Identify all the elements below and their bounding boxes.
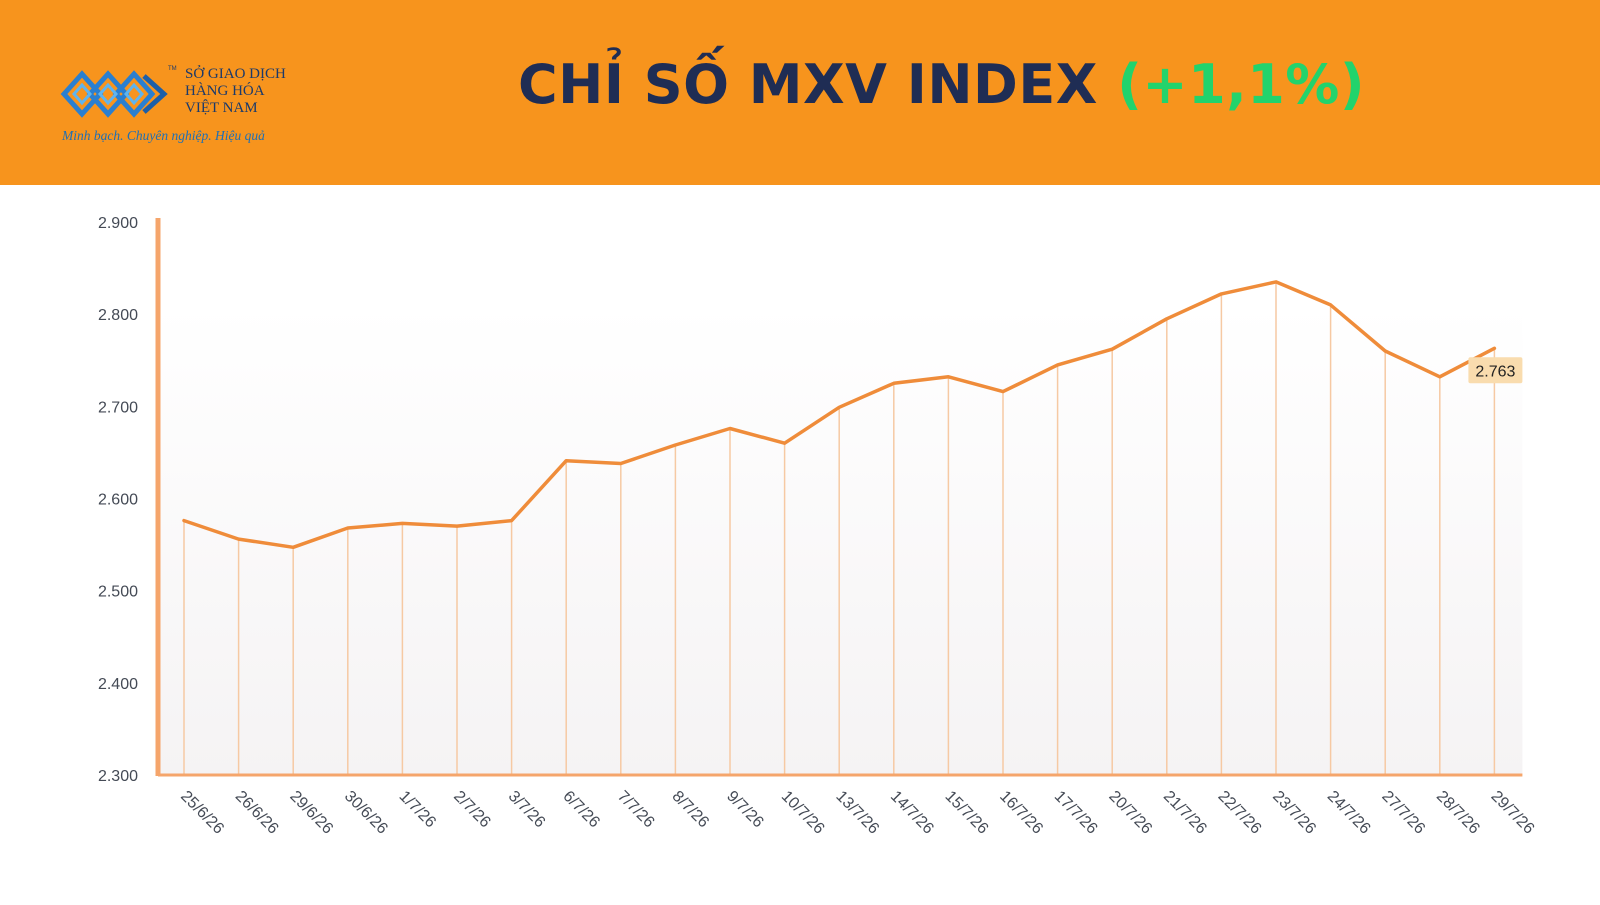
x-tick-label: 17/7/26: [1051, 788, 1101, 838]
y-tick-label: 2.700: [98, 399, 138, 416]
x-tick-label: 21/7/26: [1160, 788, 1210, 838]
logo-name-line1: SỞ GIAO DỊCH: [185, 66, 286, 82]
series-line: [182, 280, 1497, 550]
x-tick-label: 22/7/26: [1215, 788, 1265, 838]
y-tick-label: 2.600: [98, 492, 138, 509]
x-tick-label: 2/7/26: [450, 788, 494, 832]
last-value-label: 2.763: [1475, 363, 1515, 380]
x-tick-label: 8/7/26: [669, 788, 713, 832]
header-banner: TM SỞ GIAO DỊCH HÀNG HÓA VIỆT NAM Minh b…: [0, 0, 1600, 185]
logo-slogan: Minh bạch. Chuyên nghiệp. Hiệu quả: [62, 128, 265, 143]
plot-background: [158, 305, 1523, 775]
x-tick-label: 14/7/26: [887, 788, 937, 838]
x-tick-label: 16/7/26: [996, 788, 1046, 838]
x-tick-label: 24/7/26: [1324, 788, 1374, 838]
x-tick-label: 30/6/26: [341, 788, 391, 838]
logo-trademark: TM: [168, 66, 177, 72]
x-tick-label: 9/7/26: [723, 788, 767, 832]
last-value-label-bg: [1468, 357, 1523, 384]
x-tick-label: 23/7/26: [1269, 788, 1319, 838]
x-tick-label: 6/7/26: [559, 788, 603, 832]
y-tick-label: 2.900: [98, 215, 138, 232]
x-tick-label: 27/7/26: [1378, 788, 1428, 838]
line-chart: 2.900 2.800 2.700 2.600 2.500 2.400 2.300 25/6/…: [98, 215, 1538, 838]
logo-name: SỞ GIAO DỊCH HÀNG HÓA VIỆT NAM: [185, 66, 286, 117]
x-tick-label: 29/7/26: [1488, 788, 1538, 838]
y-tick-label: 2.800: [98, 307, 138, 324]
x-tick-label: 15/7/26: [942, 788, 992, 838]
x-tick-label: 3/7/26: [505, 788, 549, 832]
x-tick-label: 10/7/26: [778, 788, 828, 838]
chart-title: CHỈ SỐ MXV INDEX (+1,1%): [518, 52, 1418, 118]
x-tick-label: 25/6/26: [177, 788, 227, 838]
x-tick-label: 13/7/26: [832, 788, 882, 838]
y-tick-label: 2.500: [98, 584, 138, 601]
logo-name-line3: VIỆT NAM: [185, 100, 258, 116]
x-tick-label: 28/7/26: [1433, 788, 1483, 838]
chart-title-text: CHỈ SỐ MXV INDEX: [518, 53, 1098, 116]
x-tick-label: 7/7/26: [614, 788, 658, 832]
x-tick-label: 29/6/26: [286, 788, 336, 838]
mxv-logo: TM SỞ GIAO DỊCH HÀNG HÓA VIỆT NAM Minh b…: [60, 58, 320, 158]
logo-name-line2: HÀNG HÓA: [185, 83, 265, 99]
x-tick-label: 20/7/26: [1105, 788, 1155, 838]
chart-area: 2.900 2.800 2.700 2.600 2.500 2.400 2.300 25/6/…: [0, 185, 1600, 900]
chart-title-change: (+1,1%): [1117, 53, 1366, 116]
y-tick-label: 2.400: [98, 676, 138, 693]
x-tick-label: 26/6/26: [232, 788, 282, 838]
x-tick-label: 1/7/26: [396, 788, 440, 832]
y-tick-label: 2.300: [98, 768, 138, 785]
mxv-logo-icon: [60, 70, 168, 118]
